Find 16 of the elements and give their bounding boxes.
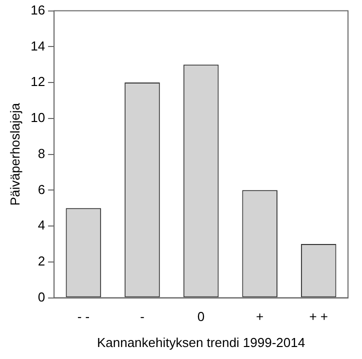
y-tick-label: 6 — [38, 182, 46, 197]
x-tick-label: 0 — [197, 309, 205, 324]
y-axis-title: Päiväperhoslajeja — [7, 102, 22, 206]
y-tick-label: 16 — [30, 2, 46, 18]
x-tick-label: + + — [309, 309, 328, 324]
y-tick-label: 8 — [38, 146, 46, 161]
x-tick-label: - - — [77, 309, 90, 324]
y-tick-label: 2 — [38, 254, 46, 269]
x-tick-label: - — [140, 309, 144, 324]
x-tick-label: + — [256, 309, 264, 324]
x-axis-title: Kannankehityksen trendi 1999-2014 — [96, 334, 306, 350]
y-tick-label: 12 — [30, 74, 46, 90]
y-tick-label: 10 — [30, 110, 46, 126]
y-tick-label: 0 — [38, 289, 46, 304]
y-tick-label: 4 — [38, 218, 46, 233]
y-tick-label: 14 — [30, 38, 46, 54]
